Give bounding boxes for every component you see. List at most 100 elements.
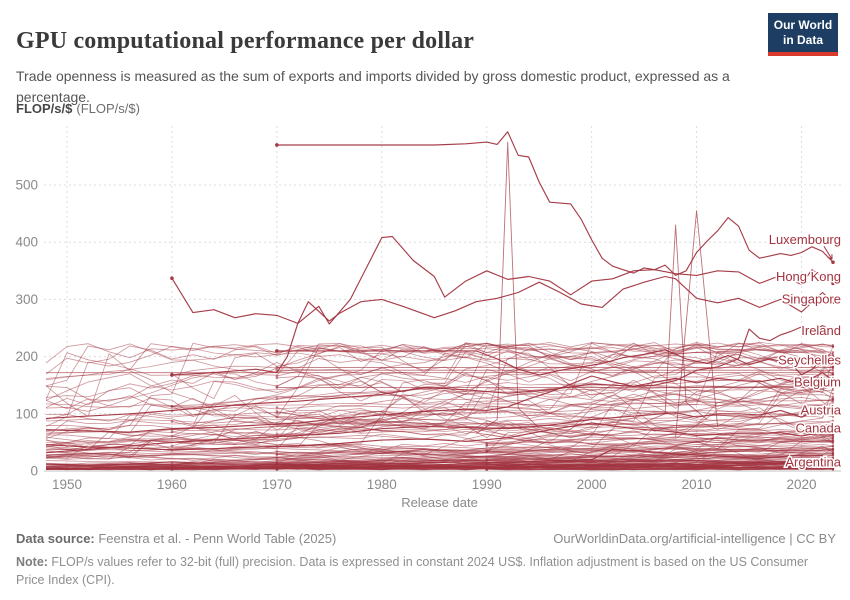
series-line[interactable] — [171, 416, 834, 470]
series-start-dot — [275, 406, 279, 410]
series-end-dot — [831, 414, 835, 417]
series-line-argentina[interactable] — [45, 448, 834, 466]
series-line[interactable] — [486, 389, 834, 445]
series-line[interactable] — [276, 370, 834, 410]
label-connector-arrow — [823, 246, 833, 260]
x-axis-tick-label: 1950 — [52, 477, 82, 492]
series-line[interactable] — [45, 343, 834, 400]
chart-subtitle: Trade openness is measured as the sum of… — [16, 68, 730, 105]
entity-label-belgium[interactable]: Belgium — [793, 373, 843, 391]
license-link[interactable]: OurWorldinData.org/artificial-intelligen… — [553, 531, 836, 546]
series-line-hong-kong[interactable] — [171, 235, 834, 325]
series-line[interactable] — [45, 341, 834, 398]
entity-label-ireland[interactable]: Ireland — [800, 321, 843, 339]
series-end-dot — [831, 398, 835, 401]
series-line[interactable] — [45, 422, 834, 442]
data-source-label: Data source: — [16, 531, 95, 546]
series-line[interactable] — [45, 356, 834, 412]
series-line[interactable] — [45, 448, 834, 468]
series-end-dot — [831, 344, 835, 348]
series-line[interactable] — [276, 462, 834, 470]
owid-logo-line2: in Data — [782, 33, 823, 47]
series-end-dot — [831, 378, 835, 383]
series-line-canada[interactable] — [45, 422, 834, 451]
series-line[interactable] — [45, 377, 834, 443]
series-end-dot — [831, 440, 835, 444]
data-source-text: Feenstra et al. - Penn World Table (2025… — [94, 531, 337, 546]
y-axis-tick-label: 200 — [15, 349, 38, 364]
series-end-dot — [831, 437, 835, 440]
x-axis-title: Release date — [401, 495, 478, 510]
series-line-seychelles[interactable] — [276, 349, 834, 376]
background-series[interactable] — [45, 141, 835, 471]
series-end-dot — [831, 366, 835, 369]
series-line[interactable] — [45, 408, 834, 440]
series-end-dot — [831, 430, 835, 435]
entity-label-singapore[interactable]: Singapore — [780, 290, 842, 308]
series-line[interactable] — [276, 385, 834, 414]
entity-label-seychelles[interactable]: Seychelles — [777, 351, 843, 369]
series-end-dot — [831, 457, 835, 460]
series-end-dot — [831, 358, 835, 363]
series-line[interactable] — [45, 358, 834, 431]
series-start-dot — [485, 459, 489, 463]
entity-label-luxembourg[interactable]: Luxembourg — [767, 230, 842, 248]
series-end-dot — [831, 423, 835, 426]
series-line[interactable] — [45, 348, 834, 434]
series-end-dot — [831, 445, 835, 448]
note-label: Note: — [16, 555, 48, 569]
series-end-dot — [831, 468, 835, 471]
entity-labels[interactable]: Luxembourg Hong Kong Singapore Ireland Seych… — [767, 230, 843, 471]
series-line-austria[interactable] — [45, 406, 834, 454]
x-axis-tick-label: 1980 — [367, 477, 397, 492]
series-line[interactable] — [45, 421, 834, 453]
entity-label-austria[interactable]: Austria — [799, 401, 843, 419]
series-line[interactable] — [675, 210, 719, 437]
series-end-dot — [831, 281, 835, 286]
series-line[interactable] — [45, 462, 834, 471]
named-series[interactable] — [45, 131, 835, 466]
series-end-dot — [831, 373, 835, 376]
x-axis-tick-label: 1970 — [262, 477, 292, 492]
entity-label-argentina[interactable]: Argentina — [784, 453, 843, 471]
series-line[interactable] — [643, 224, 708, 423]
series-line[interactable] — [486, 433, 834, 446]
series-line-luxembourg[interactable] — [276, 131, 834, 276]
series-start-dot — [275, 143, 279, 147]
series-line[interactable] — [276, 463, 834, 469]
series-line[interactable] — [45, 409, 834, 459]
owid-logo[interactable]: Our World in Data — [768, 13, 838, 56]
entity-label-canada[interactable]: Canada — [794, 419, 843, 437]
series-end-dot — [831, 419, 835, 422]
series-end-dot — [831, 363, 835, 366]
series-end-dot — [831, 451, 835, 454]
series-line[interactable] — [171, 342, 834, 427]
series-end-dot — [831, 388, 835, 392]
series-line[interactable] — [45, 436, 834, 451]
series-start-dot — [275, 466, 279, 470]
series-end-dot — [831, 392, 835, 395]
series-end-dot — [831, 328, 835, 333]
y-axis-unit-label: FLOP/s/$ (FLOP/s/$) — [16, 101, 140, 116]
series-line[interactable] — [45, 343, 834, 412]
series-end-dot — [831, 460, 835, 464]
y-axis-unit-bold: FLOP/s/$ — [16, 101, 73, 116]
series-line-ireland[interactable] — [45, 325, 834, 433]
series-line[interactable] — [45, 427, 834, 451]
series-line[interactable] — [475, 141, 540, 435]
y-axis-tick-label: 500 — [15, 178, 38, 193]
series-end-dot — [831, 449, 835, 452]
y-axis-unit-rest: (FLOP/s/$) — [76, 101, 140, 116]
series-line[interactable] — [45, 393, 834, 440]
series-line[interactable] — [45, 396, 834, 463]
series-end-dot — [831, 427, 835, 430]
series-line-singapore[interactable] — [171, 275, 834, 376]
series-line-belgium[interactable] — [45, 372, 834, 419]
series-line[interactable] — [486, 423, 834, 454]
series-line[interactable] — [45, 342, 834, 431]
data-source-line: Data source: Feenstra et al. - Penn Worl… — [16, 531, 336, 546]
entity-label-hong-kong[interactable]: Hong Kong — [774, 268, 842, 286]
series-line[interactable] — [45, 358, 834, 401]
